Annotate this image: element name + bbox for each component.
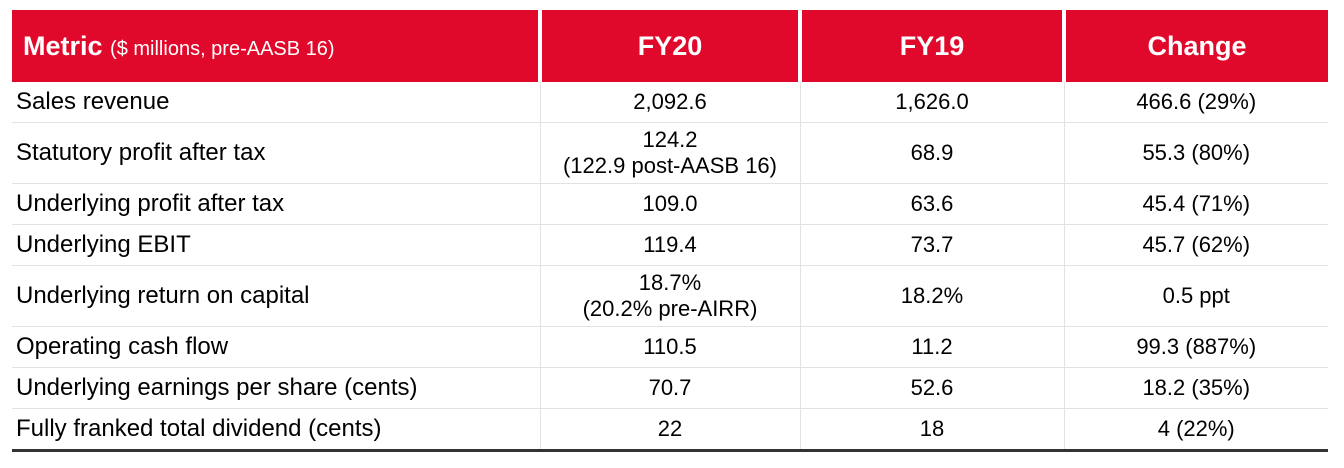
- fy20-cell: 119.4: [539, 224, 800, 266]
- fy20-cell: 110.5: [539, 326, 800, 368]
- metric-cell: Underlying EBIT: [12, 224, 540, 266]
- fy20-value: 18.7%: [638, 270, 702, 295]
- metric-cell: Underlying return on capital: [12, 265, 540, 327]
- results-table-container: Metric ($ millions, pre-AASB 16) FY20 FY…: [12, 10, 1328, 452]
- change-cell: 55.3 (80%): [1063, 122, 1328, 184]
- header-row: Metric ($ millions, pre-AASB 16) FY20 FY…: [12, 10, 1328, 82]
- fy19-cell: 68.9: [799, 122, 1064, 184]
- fy19-cell: 18: [799, 408, 1064, 452]
- header-fy19: FY19: [798, 10, 1064, 82]
- fy19-cell: 18.2%: [799, 265, 1064, 327]
- metric-cell: Statutory profit after tax: [12, 122, 540, 184]
- fy19-cell: 11.2: [799, 326, 1064, 368]
- table-row: Statutory profit after tax 124.2 (122.9 p…: [12, 122, 1328, 184]
- table-row: Sales revenue 2,092.6 1,626.0 466.6 (29%…: [12, 82, 1328, 123]
- fy20-note: (20.2% pre-AIRR): [582, 296, 758, 321]
- metric-cell: Operating cash flow: [12, 326, 540, 368]
- fy19-cell: 63.6: [799, 183, 1064, 225]
- table-row: Underlying profit after tax 109.0 63.6 4…: [12, 183, 1328, 225]
- change-cell: 45.7 (62%): [1063, 224, 1328, 266]
- header-metric-sublabel: ($ millions, pre-AASB 16): [110, 37, 335, 60]
- change-cell: 4 (22%): [1063, 408, 1328, 452]
- fy19-cell: 73.7: [799, 224, 1064, 266]
- metric-cell: Fully franked total dividend (cents): [12, 408, 540, 452]
- table-row: Underlying EBIT 119.4 73.7 45.7 (62%): [12, 224, 1328, 266]
- table-body: Sales revenue 2,092.6 1,626.0 466.6 (29%…: [12, 82, 1328, 452]
- metric-cell: Sales revenue: [16, 88, 170, 115]
- header-metric: Metric ($ millions, pre-AASB 16): [12, 10, 540, 82]
- fy20-note: (122.9 post-AASB 16): [562, 153, 777, 178]
- table-row: Underlying return on capital 18.7% (20.2%…: [12, 265, 1328, 327]
- table-header: Metric ($ millions, pre-AASB 16) FY20 FY…: [12, 10, 1328, 82]
- metric-cell: Underlying profit after tax: [12, 183, 540, 225]
- change-cell: 18.2 (35%): [1063, 367, 1328, 409]
- fy20-cell: 124.2 (122.9 post-AASB 16): [539, 122, 800, 184]
- fy20-cell: 18.7% (20.2% pre-AIRR): [539, 265, 800, 327]
- change-cell: 45.4 (71%): [1063, 183, 1328, 225]
- results-table: Metric ($ millions, pre-AASB 16) FY20 FY…: [12, 10, 1328, 452]
- change-cell: 466.6 (29%): [1063, 82, 1328, 123]
- header-metric-label: Metric: [23, 30, 103, 61]
- header-fy20: FY20: [538, 10, 800, 82]
- table-row: Underlying earnings per share (cents) 70…: [12, 367, 1328, 409]
- fy19-cell: 1,626.0: [799, 82, 1064, 123]
- fy20-cell: 70.7: [539, 367, 800, 409]
- fy20-cell: 2,092.6: [539, 82, 800, 123]
- header-change: Change: [1062, 10, 1328, 82]
- fy20-cell: 22: [539, 408, 800, 452]
- metric-cell: Underlying earnings per share (cents): [12, 367, 540, 409]
- change-cell: 99.3 (887%): [1063, 326, 1328, 368]
- fy20-value: 124.2: [642, 127, 698, 152]
- table-row: Fully franked total dividend (cents) 22 …: [12, 408, 1328, 452]
- fy20-cell: 109.0: [539, 183, 800, 225]
- change-cell: 0.5 ppt: [1063, 265, 1328, 327]
- fy19-cell: 52.6: [799, 367, 1064, 409]
- table-row: Operating cash flow 110.5 11.2 99.3 (887…: [12, 326, 1328, 368]
